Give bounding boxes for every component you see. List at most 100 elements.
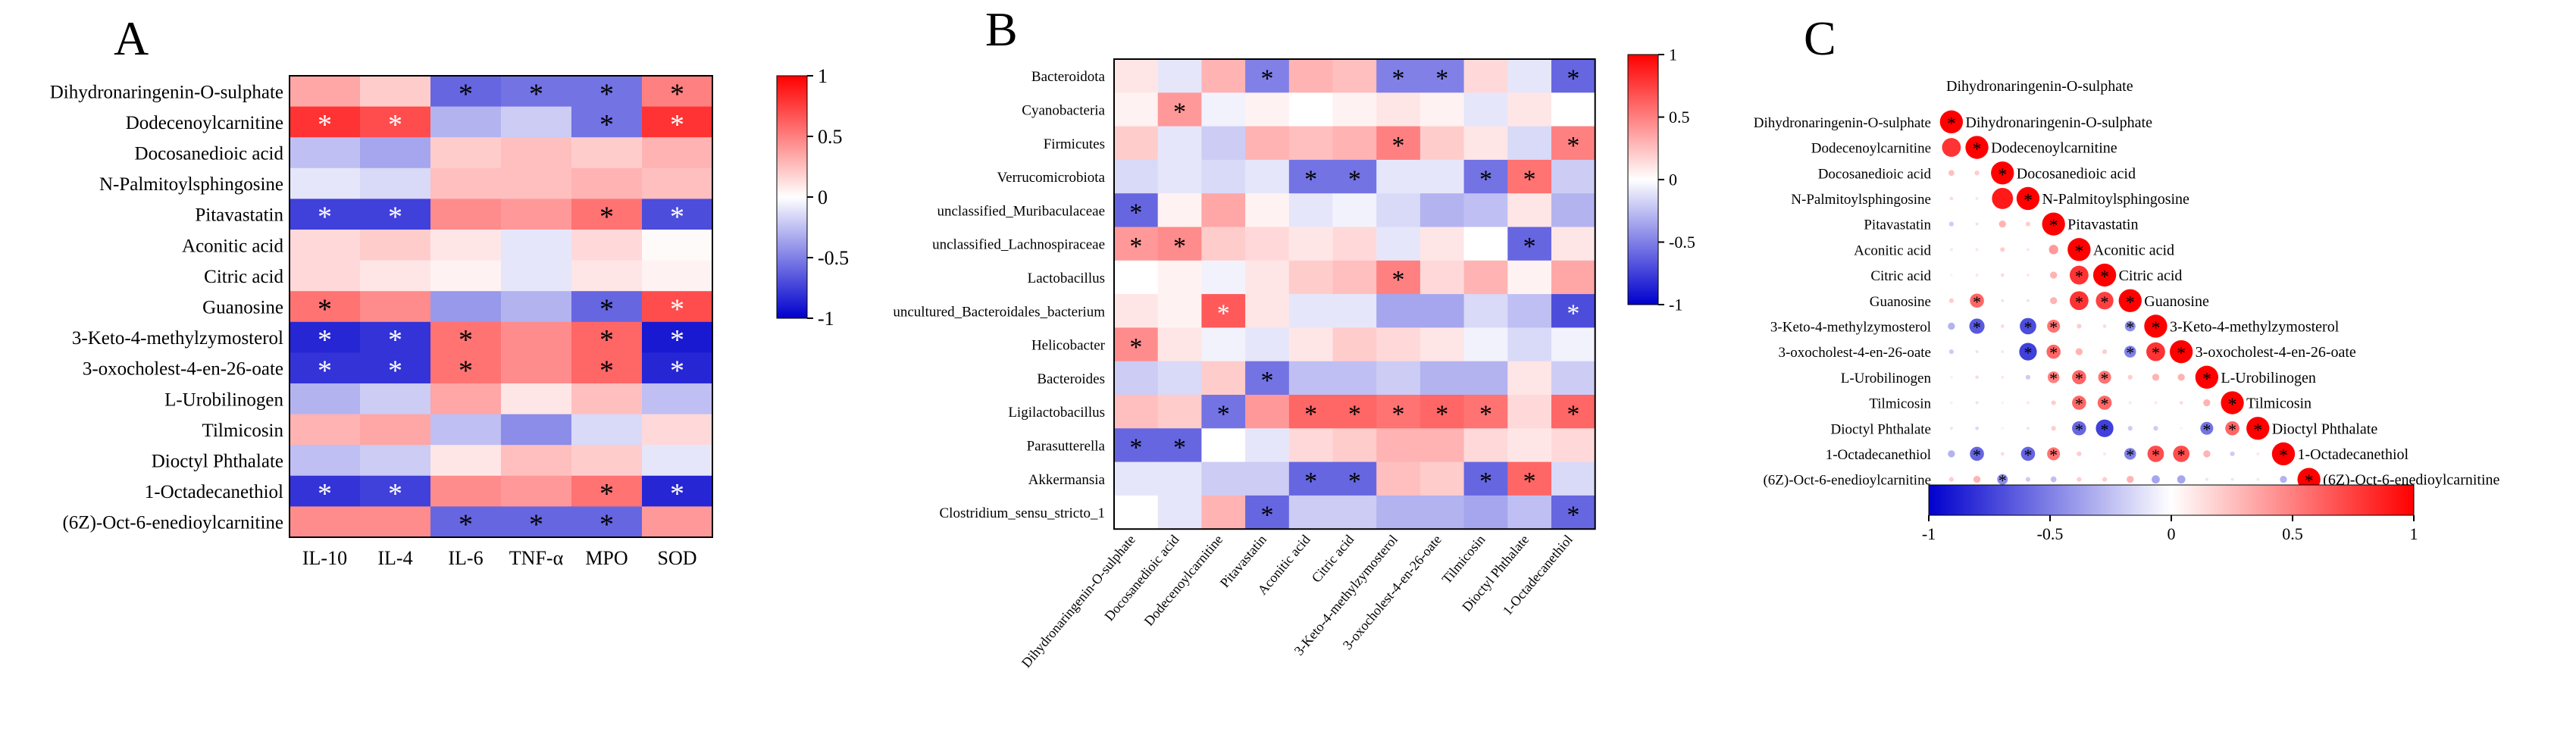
correlation-circle [2069,291,2089,311]
diagonal-label: Dioctyl Phthalate [2272,421,2378,437]
diagonal-circle [2118,289,2142,312]
correlation-circle [2152,374,2160,381]
heatmap-cell [290,260,361,292]
diagonal-circle [2221,391,2244,414]
diagonal-circle [2271,442,2296,466]
diagonal-label: 3-Keto-4-methylzymosterol [2170,318,2340,335]
heatmap-cell [430,230,502,261]
correlation-circle [2001,299,2005,302]
heatmap-cell [1507,461,1552,496]
row-label: Cyanobacteria [1022,102,1105,118]
heatmap-cell [1463,193,1508,227]
colorbar-tick-label: 1 [818,65,828,87]
row-label: unclassified_Muribaculaceae [937,203,1105,219]
heatmap-cell [571,475,643,507]
row-label: Guanosine [1870,294,1931,310]
heatmap-cell [1419,193,1465,227]
heatmap-cell [1507,395,1552,429]
significance-marker: * [1304,165,1317,193]
heatmap-cell [1419,294,1465,328]
diagonal-circle [1991,161,2014,185]
correlation-circle [2047,319,2061,333]
heatmap-cell [1507,159,1552,194]
correlation-circle [1975,426,1979,430]
heatmap-cell [1463,260,1508,295]
significance-marker: * [1435,64,1448,92]
heatmap-cell [571,230,643,261]
correlation-circle [2127,475,2134,483]
column-label: SOD [657,547,696,569]
heatmap-cell [1288,92,1333,127]
correlation-circle [1975,350,1979,354]
diagonal-circle [2016,186,2040,211]
significance-marker: * [1392,64,1405,92]
heatmap-cell [290,506,361,538]
diagonal-circle [2144,314,2168,338]
heatmap-cell [1551,461,1596,496]
heatmap-cell [501,506,572,538]
colorbar-tick-label: 1 [1669,45,1677,64]
heatmap-cell [501,260,572,292]
correlation-circle [1948,477,1954,482]
heatmap-cell [1288,193,1333,227]
heatmap-cell [1201,495,1246,530]
heatmap-cell [1332,461,1377,496]
correlation-circle [1973,475,1981,483]
correlation-circle [2256,452,2260,455]
colorbar-tick-label: -0.5 [818,247,849,269]
heatmap-cell [430,291,502,323]
heatmap-cell [501,383,572,415]
heatmap-cell [1201,227,1246,261]
diagonal-label: Tilmicosin [2246,396,2312,412]
heatmap-cell [1288,428,1333,463]
heatmap-cell [1507,227,1552,261]
row-label: 3-Keto-4-methylzymosterol [1770,319,1931,335]
heatmap-cell [1463,294,1508,328]
heatmap-cell [1201,92,1246,127]
diagonal-circle [2092,263,2117,287]
heatmap-cell [571,260,643,292]
heatmap-cell [1157,159,1202,194]
significance-marker: * [388,109,402,141]
heatmap-cell [1551,428,1596,463]
heatmap-cell [1419,361,1465,396]
heatmap-cell [1157,193,1202,227]
significance-marker: * [599,509,614,541]
diagonal-label: Dihydronaringenin-O-sulphate [1965,114,2152,131]
heatmap-cell [1332,327,1377,362]
diagonal-label: N-Palmitoylsphingosine [2042,191,2189,208]
significance-marker: * [1129,199,1142,227]
significance-marker: * [318,355,332,387]
significance-marker: * [670,109,684,141]
heatmap-cell [1201,327,1246,362]
significance-marker: * [1392,400,1405,428]
heatmap-cell [1551,260,1596,295]
heatmap-cell [642,106,713,138]
row-label: Verrucomicrobiota [997,170,1106,186]
correlation-circle [2000,452,2005,456]
significance-marker: * [318,324,332,356]
heatmap-cell [1245,361,1290,396]
heatmap-cell [642,414,713,446]
significance-marker: * [670,355,684,387]
significance-marker: * [1392,266,1405,294]
heatmap-cell [1376,227,1421,261]
row-label: Lactobacillus [1028,271,1105,286]
colorbar-tick-label: -1 [1922,524,1936,543]
heatmap-cell [571,383,643,415]
colorbar-tick-label: 1 [2410,524,2418,543]
correlation-circle [2075,348,2083,355]
heatmap-cell [1507,193,1552,227]
significance-marker: * [1567,400,1579,428]
row-label: (6Z)-Oct-6-enedioylcarnitine [62,513,283,533]
correlation-circle [2102,477,2108,482]
colorbar-tick-label: 0.5 [2282,524,2303,543]
heatmap-cell [290,106,361,138]
heatmap-cell [1245,395,1290,429]
significance-marker: * [1973,317,1981,336]
significance-marker: * [2126,317,2134,336]
panel-b-label: B [985,2,1018,56]
row-label: Ligilactobacillus [1008,405,1105,421]
heatmap-cell [642,291,713,323]
correlation-circle [2001,350,2005,354]
